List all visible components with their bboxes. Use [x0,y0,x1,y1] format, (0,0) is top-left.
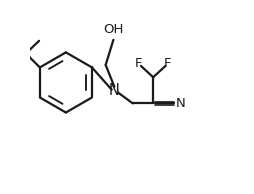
Text: OH: OH [103,23,124,36]
Text: F: F [135,57,142,70]
Text: N: N [176,97,186,110]
Text: N: N [109,83,120,98]
Text: F: F [164,57,171,70]
